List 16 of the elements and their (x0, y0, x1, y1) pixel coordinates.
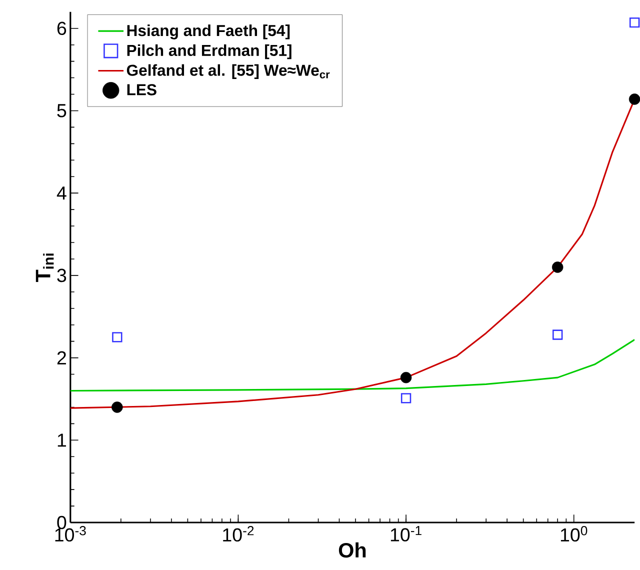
y-tick-label: 3 (57, 268, 66, 282)
y-axis-title: T$_{ini}$ (36, 254, 54, 282)
y-tick-label: 4 (56, 186, 66, 200)
y-tick-label: 1 (58, 434, 66, 447)
x-tick-label: 10$^{-1}$ (390, 526, 422, 542)
y-tick-label: 0 (57, 516, 66, 530)
y-tick-label: 5 (57, 104, 66, 118)
x-tick-label: 10$^{-2}$ (223, 526, 254, 542)
x-tick-label: 10$^{0}$ (560, 526, 588, 542)
legend-label: Gelfand et al. [55] We≈We$_{cr}$ (126, 64, 330, 79)
legend-label: Pilch and Erdman [51] (127, 44, 292, 60)
legend-label: Hsiang and Faeth [54] (127, 24, 290, 40)
y-tick-label: 6 (57, 22, 66, 35)
x-axis-title: Oh (338, 542, 366, 558)
y-tick-label: 2 (57, 351, 66, 364)
legend-label: LES (127, 84, 156, 96)
